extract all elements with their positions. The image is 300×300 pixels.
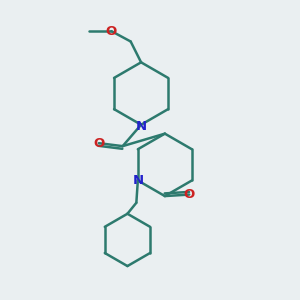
Text: O: O [93,137,104,150]
Text: O: O [184,188,195,201]
Text: O: O [106,25,117,38]
Text: N: N [132,174,143,187]
Text: N: N [136,120,147,133]
